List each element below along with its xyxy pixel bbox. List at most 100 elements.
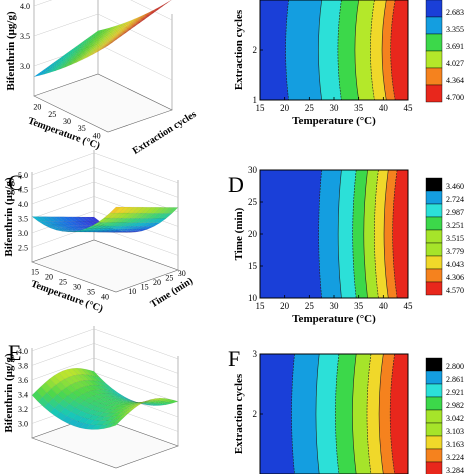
legend-swatch	[425, 461, 443, 474]
z-tick-label: 4.0	[20, 2, 30, 11]
legend-label: 3.103	[446, 427, 464, 436]
z-tick-label: 4.0	[18, 200, 28, 209]
z-tick-label: 2.5	[18, 243, 28, 252]
contour-line	[352, 353, 357, 474]
x-tick-label: 25	[48, 110, 56, 119]
contour-line	[337, 169, 342, 299]
legend-swatch	[425, 84, 443, 103]
surface-grid-line	[31, 181, 179, 213]
x-tick-label: 30	[330, 103, 340, 113]
y-tick-label: 20	[153, 278, 161, 287]
y-tick-label: 15	[141, 282, 149, 291]
y-tick-label: 25	[165, 274, 173, 283]
x-tick-label: 30	[330, 301, 340, 311]
surface-mesh-cell	[111, 35, 122, 43]
x-tick-label: 30	[63, 117, 71, 126]
legend-swatch	[425, 67, 443, 86]
y-tick-label: 2	[253, 409, 258, 419]
legend-label: 2.683	[446, 8, 464, 17]
surface-mesh-cell	[136, 400, 148, 406]
surface-mesh-cell	[139, 15, 150, 23]
panel-letter: E	[8, 340, 21, 365]
y-tick-label: 20	[248, 229, 258, 239]
y-tick-label: 3	[253, 349, 258, 359]
contour-line	[291, 353, 295, 474]
y-tick-label: 2	[253, 45, 258, 55]
legend-label: 4.043	[446, 260, 464, 269]
legend-label: 3.779	[446, 247, 464, 256]
legend-swatch	[425, 268, 443, 283]
y-axis-label: Extraction cycles	[233, 373, 245, 454]
x-tick-label: 35	[354, 301, 364, 311]
x-tick-label: 20	[280, 301, 290, 311]
legend-label: 3.251	[446, 221, 464, 230]
legend-label: 3.515	[446, 234, 464, 243]
x-tick-label: 45	[404, 301, 414, 311]
legend-label: 3.460	[446, 182, 464, 191]
legend-label: 2.800	[446, 362, 464, 371]
z-tick-label: 4.0	[18, 347, 28, 356]
x-tick-label: 35	[78, 124, 86, 133]
legend-label: 3.284	[446, 466, 464, 474]
surface-mesh-cell	[153, 207, 166, 214]
z-tick-label: 3.2	[18, 405, 28, 414]
surface-mesh-cell	[149, 398, 161, 401]
x-tick-label: 45	[404, 103, 414, 113]
x-axis-label: Temperature (°C)	[292, 115, 376, 127]
surface-mesh-cell	[149, 207, 161, 214]
legend-swatch	[425, 0, 443, 18]
z-tick-label: 5.0	[18, 171, 28, 180]
contour-band	[392, 170, 408, 298]
surface-mesh-cell	[162, 207, 174, 214]
z-tick-label: 3.5	[18, 214, 28, 223]
surface-mesh-cell	[131, 206, 143, 214]
legend-swatch	[425, 255, 443, 270]
contour-line	[363, 169, 368, 299]
panel-letter: D	[228, 172, 244, 197]
legend-label: 4.364	[446, 76, 464, 85]
contour-line	[381, 0, 387, 101]
legend-swatch	[425, 177, 443, 192]
y-tick-label: 15	[248, 261, 258, 271]
contour-line	[318, 0, 322, 101]
z-tick-label: 3.4	[18, 390, 28, 399]
contour-band	[390, 0, 408, 100]
x-tick-label: 35	[354, 103, 364, 113]
surface-grid-line	[33, 13, 173, 51]
legend-label: 3.224	[446, 453, 464, 462]
y-axis-label: Time (min)	[233, 207, 245, 260]
legend-label: 3.691	[446, 42, 464, 51]
z-axis-label: Bifenthrin (μg/g)	[3, 177, 15, 257]
legend-swatch	[425, 357, 443, 372]
z-tick-label: 4.5	[18, 185, 28, 194]
contour-line	[383, 169, 389, 299]
legend-label: 3.163	[446, 440, 464, 449]
surface-grid-line	[31, 167, 179, 198]
surface-grid-line	[31, 152, 179, 184]
x-tick-label: 25	[305, 103, 315, 113]
legend-swatch	[425, 281, 443, 296]
legend-label: 4.570	[446, 286, 464, 295]
surface-mesh-cell	[102, 42, 113, 49]
contour-line	[337, 0, 342, 101]
x-tick-label: 20	[280, 103, 290, 113]
surface-mesh-cell	[118, 206, 130, 214]
y-tick-label: 10	[128, 287, 136, 296]
x-tick-label: 40	[101, 293, 109, 302]
legend-label: 4.306	[446, 273, 464, 282]
x-axis-label: Temperature (°C)	[292, 313, 376, 325]
y-axis-label: Extraction cycles	[233, 9, 245, 90]
legend-swatch	[425, 229, 443, 244]
contour-line	[315, 353, 320, 474]
legend-label: 2.724	[446, 195, 464, 204]
surface-mesh-cell	[140, 207, 152, 214]
x-tick-label: 15	[31, 268, 39, 277]
contour-line	[390, 0, 396, 101]
legend-swatch	[425, 33, 443, 52]
surface-grid-line	[31, 343, 179, 374]
legend-swatch	[425, 216, 443, 231]
surface-mesh-cell	[167, 399, 179, 404]
legend-swatch	[425, 422, 443, 437]
